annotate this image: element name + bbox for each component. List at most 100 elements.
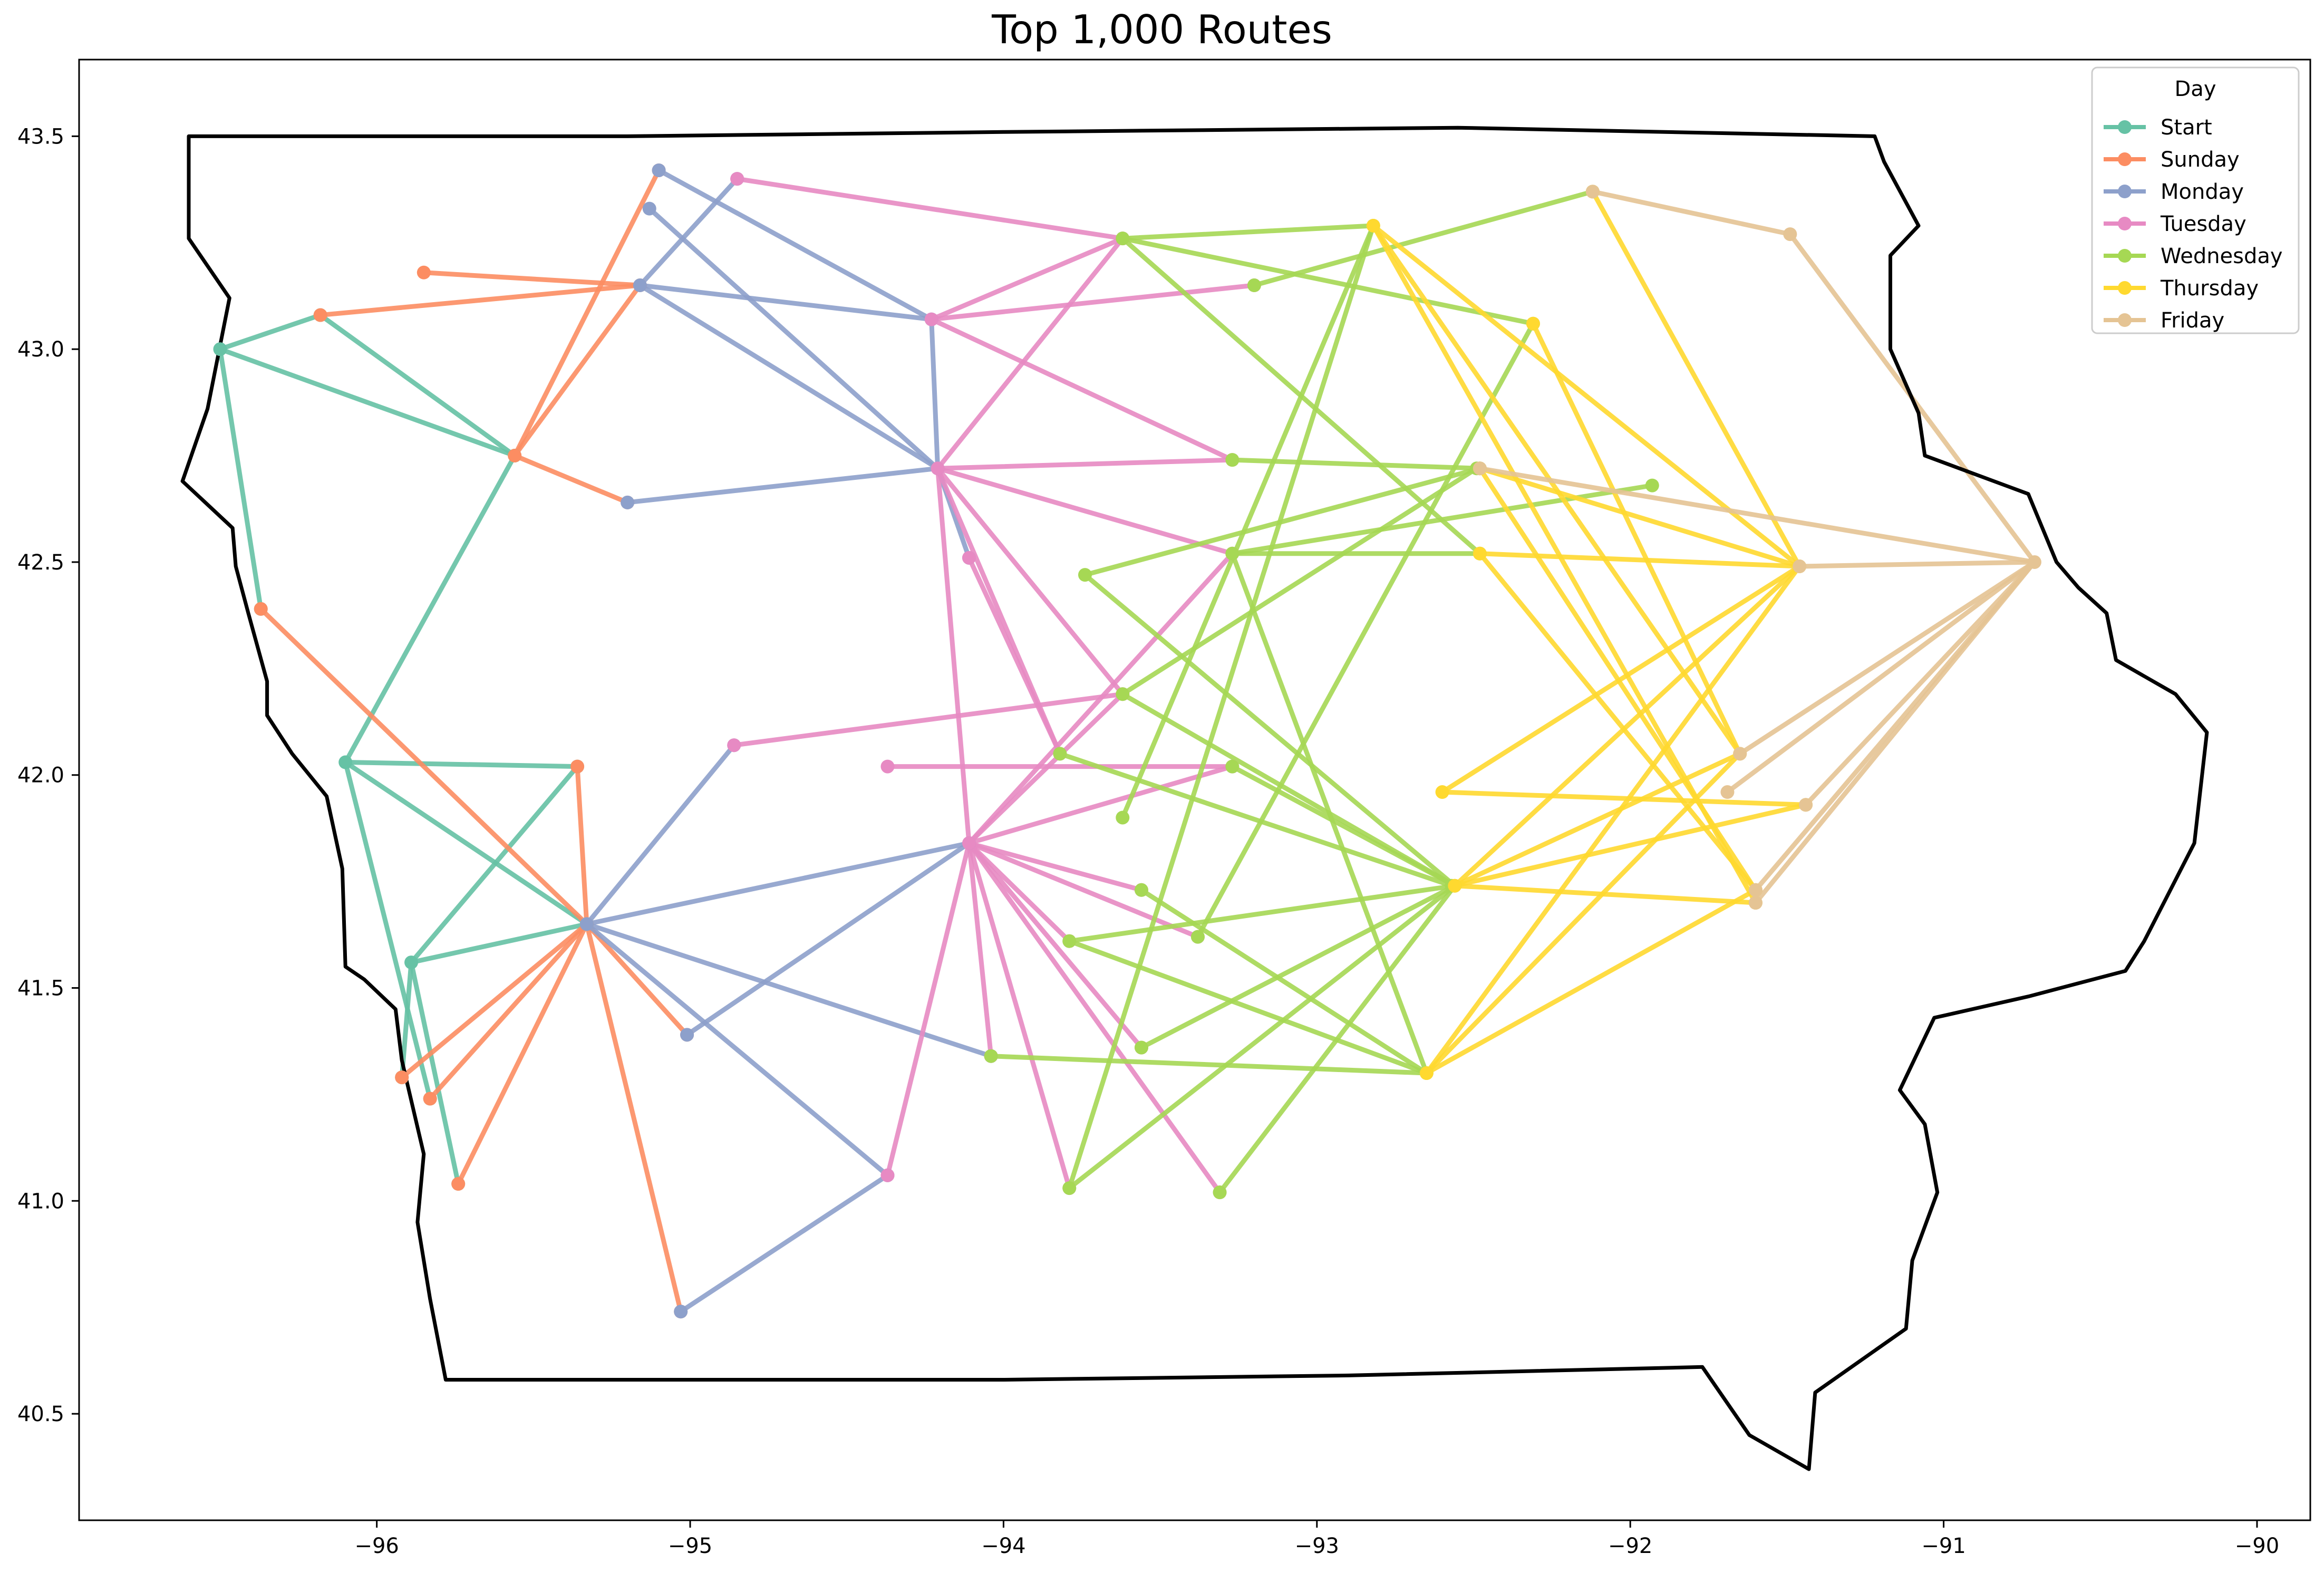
thursday-stop-point (1448, 879, 1462, 893)
tuesday-route-segment (935, 466, 1235, 556)
sunday-stop-point (451, 1177, 466, 1191)
thursday-route-segment (1440, 564, 1802, 795)
monday-route-segment (684, 841, 972, 1037)
legend-monday-marker (2118, 185, 2132, 198)
legend-thursday-label: Thursday (2160, 276, 2259, 301)
wednesday-route-segment (989, 1054, 1429, 1076)
wednesday-stop-point (1213, 1185, 1227, 1200)
wednesday-stop-point (1190, 930, 1205, 944)
tuesday-stop-point (931, 461, 945, 476)
thursday-route-segment (1531, 321, 1742, 756)
monday-route-segment (584, 841, 972, 927)
tuesday-route-segment (935, 457, 1235, 471)
tuesday-route-segment (966, 841, 1223, 1195)
monday-route-segment (637, 283, 934, 322)
wednesday-stop-point (1062, 934, 1077, 948)
x-axis: −96 −95 −94 −93 −92 −91 −90 (354, 1520, 2279, 1558)
tuesday-stop-point (730, 172, 744, 186)
wednesday-stop-point (1134, 883, 1148, 897)
sunday-route-segment (584, 921, 683, 1314)
wednesday-route-segment (1057, 751, 1454, 889)
wednesday-route-segment (1082, 572, 1457, 889)
thursday-stop-point (1366, 218, 1380, 233)
x-tick-label: −95 (668, 1534, 712, 1558)
friday-route-segment (1590, 189, 1793, 237)
thursday-stop-point (1419, 1066, 1434, 1080)
thursday-route-segment (1477, 466, 1802, 569)
monday-route-segment (625, 466, 941, 505)
monday-route-segment (584, 921, 890, 1178)
wednesday-stop-point (1225, 546, 1240, 561)
sunday-route-segment (399, 921, 589, 1080)
tuesday-route-segment (966, 841, 994, 1059)
tuesday-route-segment (966, 551, 1235, 846)
sunday-stop-point (508, 449, 522, 463)
wednesday-stop-point (1116, 231, 1130, 246)
sunday-stop-point (417, 265, 431, 279)
start-route-segment (217, 313, 323, 352)
thursday-stop-point (1435, 785, 1449, 799)
monday-route-segment (647, 206, 941, 471)
start-route-segment (343, 453, 517, 765)
wednesday-route-segment (1067, 939, 1429, 1076)
y-tick-label: 41.5 (17, 977, 64, 1001)
wednesday-route-segment (1252, 189, 1595, 288)
wednesday-stop-point (1225, 453, 1240, 467)
wednesday-route-segment (1067, 223, 1376, 1191)
friday-stop-point (1748, 883, 1763, 897)
legend-friday-label: Friday (2161, 308, 2224, 333)
legend-title: Day (2175, 77, 2216, 101)
tuesday-route-segment (935, 236, 1125, 471)
wednesday-route-segment (1120, 236, 1536, 326)
thursday-route-segment (1452, 751, 1742, 889)
x-tick-label: −92 (1608, 1534, 1652, 1558)
tuesday-route-segment (734, 176, 1125, 241)
routes-layer (217, 168, 2037, 1314)
monday-route-segment (929, 317, 941, 471)
tuesday-route-segment (929, 317, 1235, 462)
friday-stop-point (1473, 461, 1487, 476)
thursday-route-segment (1477, 551, 1758, 893)
start-route-segment (409, 764, 580, 965)
start-route-segment (217, 346, 264, 612)
monday-route-segment (656, 168, 934, 322)
monday-stop-point (642, 201, 656, 216)
friday-stop-point (1733, 747, 1747, 761)
wednesday-route-segment (1082, 466, 1483, 577)
wednesday-route-segment (1120, 223, 1376, 820)
wednesday-route-segment (1120, 466, 1479, 697)
tuesday-route-segment (966, 764, 1235, 846)
start-stop-point (213, 342, 227, 356)
legend: Day Start Sunday Monday Tuesday Wednesday Thur… (2091, 66, 2300, 334)
start-stop-point (338, 755, 353, 769)
friday-stop-point (1799, 798, 1813, 812)
sunday-route-segment (584, 921, 690, 1037)
start-route-segment (217, 346, 517, 458)
legend-tuesday-label: Tuesday (2160, 212, 2246, 236)
wednesday-route-segment (1120, 223, 1376, 241)
friday-route-segment (1797, 559, 2037, 569)
start-route-segment (318, 313, 517, 458)
monday-route-segment (637, 283, 941, 471)
monday-stop-point (579, 917, 594, 931)
wednesday-route-segment (1120, 691, 1457, 889)
tuesday-route-segment (935, 466, 1125, 697)
monday-route-segment (678, 1173, 890, 1314)
tuesday-route-segment (966, 841, 1144, 1050)
friday-route-segment (1725, 559, 2037, 795)
thursday-route-segment (1477, 551, 1802, 569)
wednesday-route-segment (1139, 887, 1429, 1076)
wednesday-route-segment (1067, 883, 1457, 944)
thursday-route-segment (1452, 802, 1808, 889)
stop-points-layer (213, 163, 2041, 1319)
tuesday-stop-point (962, 836, 976, 850)
monday-route-segment (584, 742, 737, 927)
sunday-route-segment (428, 921, 589, 1101)
wednesday-route-segment (1067, 883, 1457, 1191)
legend-sunday-label: Sunday (2161, 148, 2240, 172)
sunday-route-segment (512, 168, 662, 458)
sunday-route-segment (512, 283, 643, 458)
wednesday-route-segment (1195, 321, 1536, 940)
wednesday-stop-point (1645, 478, 1659, 493)
wednesday-stop-point (984, 1049, 998, 1063)
